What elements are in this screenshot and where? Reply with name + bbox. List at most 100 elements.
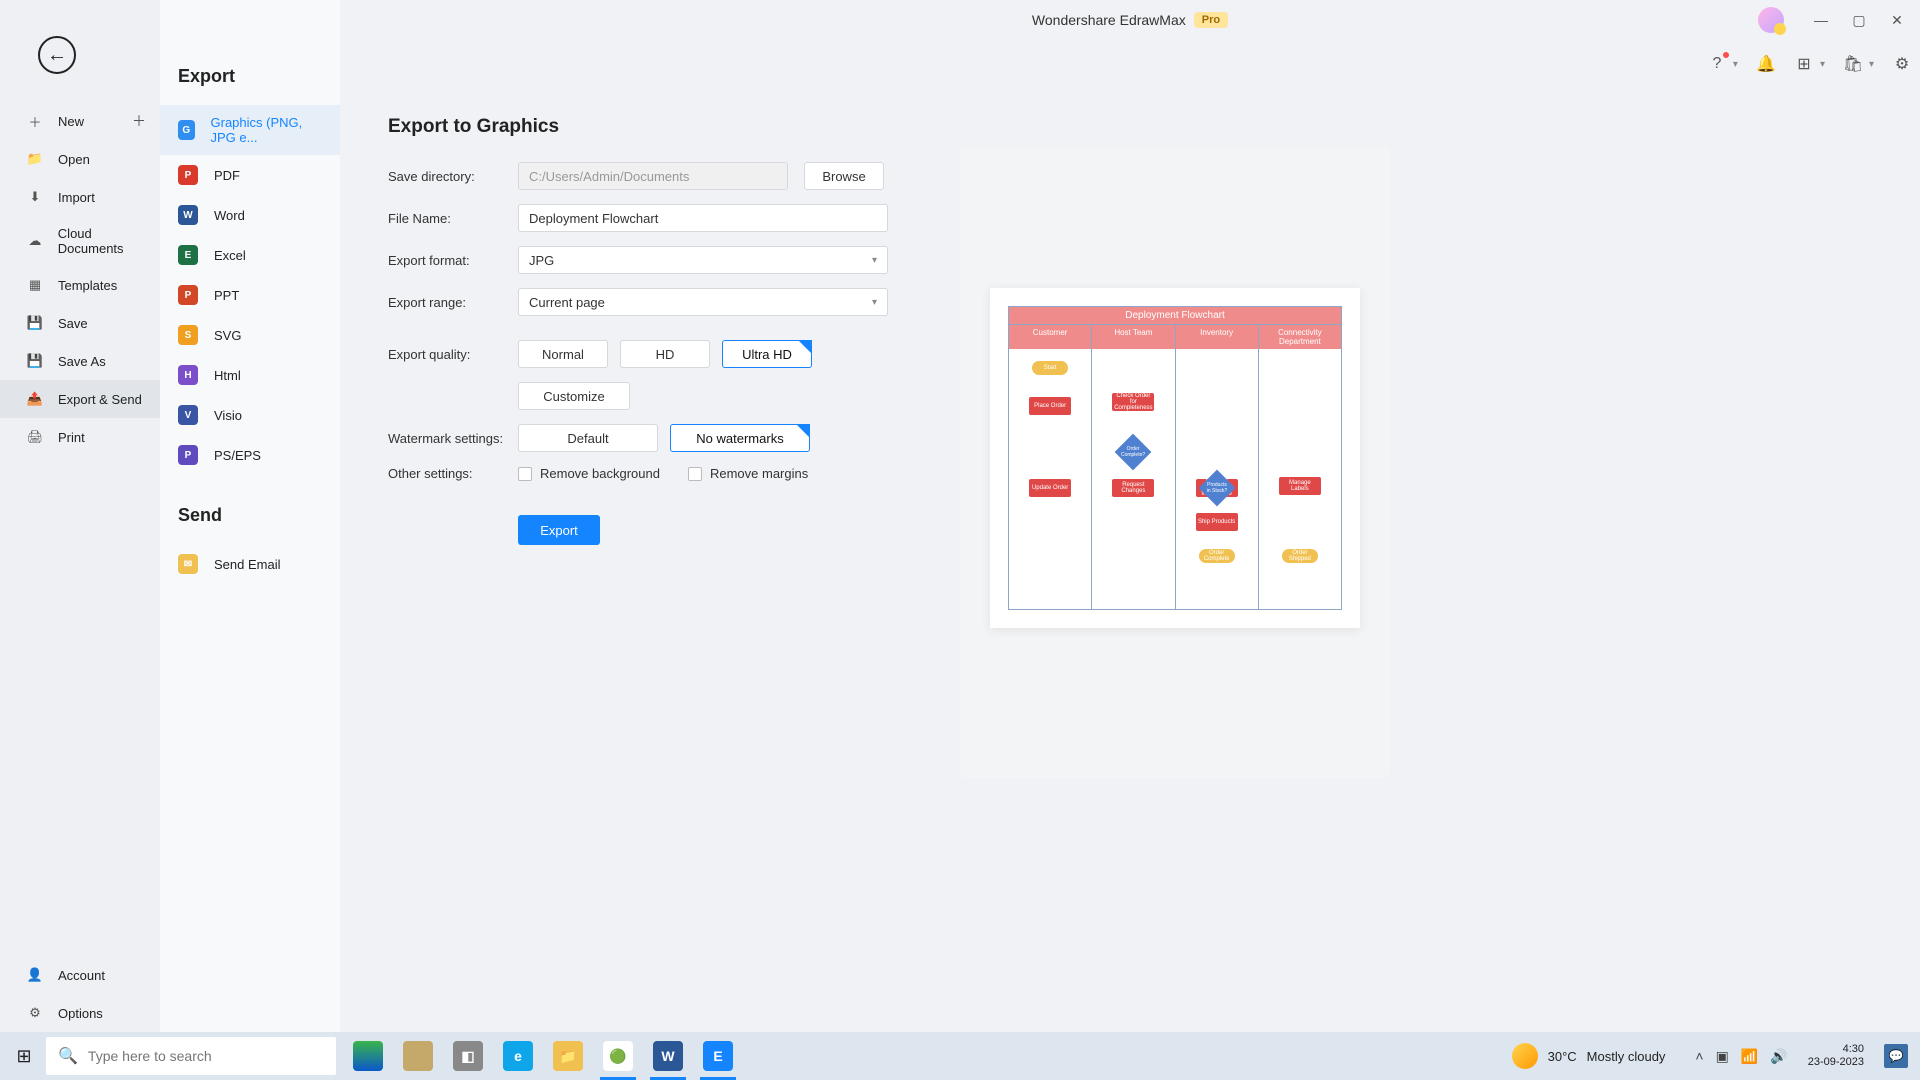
customize-button[interactable]: Customize [518, 382, 630, 410]
app-title: Wondershare EdrawMax [1032, 12, 1186, 28]
nav-save-as[interactable]: 💾Save As [0, 342, 160, 380]
tray-battery-icon[interactable]: ▣ [1716, 1048, 1729, 1065]
export-type-visio[interactable]: VVisio [160, 395, 340, 435]
nav-icon: ＋ [26, 112, 44, 130]
nav-icon: 💾 [26, 314, 44, 332]
taskbar-app[interactable]: E [694, 1032, 742, 1080]
export-format-select[interactable]: JPG▾ [518, 246, 888, 274]
watermark-default[interactable]: Default [518, 424, 658, 452]
nav-save[interactable]: 💾Save [0, 304, 160, 342]
bell-icon[interactable]: 🔔 [1756, 54, 1776, 74]
export-type-pdf[interactable]: PPDF [160, 155, 340, 195]
flowchart-node: Products in Stock? [1198, 470, 1235, 507]
browse-button[interactable]: Browse [804, 162, 884, 190]
chevron-down-icon: ▾ [872, 255, 877, 266]
bag-icon[interactable]: 🛍 [1843, 54, 1863, 74]
preview-panel: Deployment Flowchart CustomerHost TeamIn… [960, 148, 1390, 778]
taskbar-app[interactable] [394, 1032, 442, 1080]
export-type-graphics-png-jpg-e-[interactable]: GGraphics (PNG, JPG e... [160, 105, 340, 155]
export-type-word[interactable]: WWord [160, 195, 340, 235]
taskbar-clock[interactable]: 4:30 23-09-2023 [1808, 1043, 1864, 1069]
taskbar-search-input[interactable] [88, 1048, 324, 1064]
weather-icon [1512, 1043, 1538, 1069]
notification-icon[interactable]: 💬 [1884, 1044, 1908, 1068]
save-directory-input[interactable] [518, 162, 788, 190]
nav-icon: ⬇ [26, 188, 44, 206]
nav-options[interactable]: ⚙Options [0, 994, 160, 1032]
file-type-icon: W [178, 205, 198, 225]
nav-icon: 📁 [26, 150, 44, 168]
export-type-svg[interactable]: SSVG [160, 315, 340, 355]
avatar[interactable] [1758, 7, 1784, 33]
file-type-icon: V [178, 405, 198, 425]
windows-start-button[interactable]: ⊞ [6, 1038, 42, 1074]
export-type-ps-eps[interactable]: PPS/EPS [160, 435, 340, 475]
nav-new[interactable]: ＋New＋ [0, 102, 160, 140]
export-type-html[interactable]: HHtml [160, 355, 340, 395]
tray-volume-icon[interactable]: 🔊 [1770, 1048, 1787, 1065]
back-button[interactable]: ← [38, 36, 76, 74]
file-type-icon: H [178, 365, 198, 385]
send-heading: Send [160, 475, 340, 544]
nav-print[interactable]: 🖨Print [0, 418, 160, 456]
plus-icon[interactable]: ＋ [132, 111, 146, 131]
nav-cloud-documents[interactable]: ☁Cloud Documents [0, 216, 160, 266]
flowchart-node: Place Order [1029, 397, 1071, 415]
export-type-excel[interactable]: EExcel [160, 235, 340, 275]
file-type-icon: P [178, 285, 198, 305]
swimlane-header: Customer [1009, 325, 1092, 349]
weather-temp: 30°C [1548, 1049, 1577, 1064]
help-icon[interactable]: ? [1707, 54, 1727, 74]
quality-normal[interactable]: Normal [518, 340, 608, 368]
label-save-directory: Save directory: [388, 169, 518, 184]
quality-hd[interactable]: HD [620, 340, 710, 368]
minimize-button[interactable]: — [1804, 4, 1838, 36]
tray-wifi-icon[interactable]: 📶 [1741, 1048, 1758, 1065]
export-range-select[interactable]: Current page▾ [518, 288, 888, 316]
flowchart-node: Order Complete? [1115, 434, 1152, 471]
export-type-ppt[interactable]: PPPT [160, 275, 340, 315]
taskbar-app[interactable]: e [494, 1032, 542, 1080]
remove-background-checkbox[interactable]: Remove background [518, 466, 660, 481]
watermark-no-watermarks[interactable]: No watermarks [670, 424, 810, 452]
nav-templates[interactable]: ▦Templates [0, 266, 160, 304]
label-export-quality: Export quality: [388, 347, 518, 362]
file-type-icon: G [178, 120, 195, 140]
nav-open[interactable]: 📁Open [0, 140, 160, 178]
taskbar-search[interactable]: 🔍 [46, 1037, 336, 1075]
quality-ultra-hd[interactable]: Ultra HD [722, 340, 812, 368]
taskbar-app[interactable] [344, 1032, 392, 1080]
mail-icon: ✉ [178, 554, 198, 574]
remove-margins-checkbox[interactable]: Remove margins [688, 466, 808, 481]
close-button[interactable]: ✕ [1880, 4, 1914, 36]
label-file-name: File Name: [388, 211, 518, 226]
taskbar-app[interactable]: W [644, 1032, 692, 1080]
nav-icon: 💾 [26, 352, 44, 370]
export-button[interactable]: Export [518, 515, 600, 545]
nav-account[interactable]: 👤Account [0, 956, 160, 994]
panel-heading: Export to Graphics [388, 116, 1832, 138]
gear-icon[interactable]: ⚙ [1892, 54, 1912, 74]
apps-icon[interactable]: ⊞ [1794, 54, 1814, 74]
nav-export-send[interactable]: 📤Export & Send [0, 380, 160, 418]
nav-import[interactable]: ⬇Import [0, 178, 160, 216]
file-type-icon: S [178, 325, 198, 345]
swimlane-header: Connectivity Department [1259, 325, 1341, 349]
flowchart-node: Order Complete [1199, 549, 1235, 563]
file-name-input[interactable] [518, 204, 888, 232]
nav-icon: ▦ [26, 276, 44, 294]
flowchart-node: Ship Products [1196, 513, 1238, 531]
label-other: Other settings: [388, 466, 518, 481]
taskbar-app[interactable]: 🟢 [594, 1032, 642, 1080]
send-email[interactable]: ✉Send Email [160, 544, 340, 584]
tray-chevron-icon[interactable]: ˄ [1695, 1048, 1703, 1064]
flowchart-node: Update Order [1029, 479, 1071, 497]
maximize-button[interactable]: ▢ [1842, 4, 1876, 36]
taskbar-app[interactable]: ◧ [444, 1032, 492, 1080]
nav-icon: ⚙ [26, 1004, 44, 1022]
export-heading: Export [160, 66, 340, 105]
taskbar-app[interactable]: 📁 [544, 1032, 592, 1080]
flowchart-node: Start [1032, 361, 1068, 375]
pro-badge: Pro [1194, 12, 1228, 28]
chevron-down-icon: ▾ [1733, 59, 1738, 70]
